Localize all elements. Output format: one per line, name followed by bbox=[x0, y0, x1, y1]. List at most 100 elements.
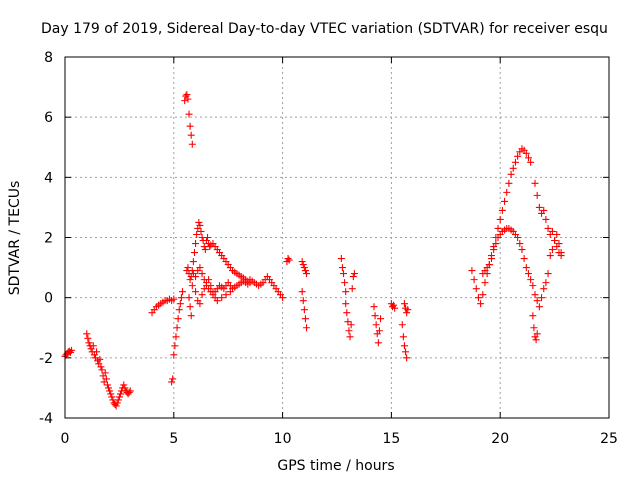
data-point bbox=[514, 152, 522, 160]
data-point bbox=[170, 295, 178, 303]
data-point bbox=[341, 279, 349, 287]
series-seg03 bbox=[148, 295, 178, 317]
data-point bbox=[93, 348, 101, 356]
grid-lines bbox=[65, 57, 609, 418]
data-point bbox=[371, 312, 379, 320]
data-point bbox=[337, 255, 345, 263]
series-seg13 bbox=[298, 288, 311, 332]
data-point bbox=[89, 342, 97, 350]
data-point bbox=[344, 318, 352, 326]
series-seg21 bbox=[479, 224, 552, 311]
data-point bbox=[196, 221, 204, 229]
x-tick-label: 15 bbox=[382, 431, 400, 447]
data-point bbox=[531, 179, 539, 187]
x-tick-label: 20 bbox=[491, 431, 509, 447]
data-point bbox=[529, 312, 537, 320]
data-point bbox=[533, 297, 541, 305]
data-point bbox=[176, 300, 184, 308]
data-point bbox=[170, 351, 178, 359]
data-point bbox=[350, 270, 358, 278]
data-point bbox=[188, 282, 196, 290]
x-tick-label: 25 bbox=[600, 431, 618, 447]
data-point bbox=[538, 294, 546, 302]
data-point bbox=[481, 279, 489, 287]
data-point bbox=[531, 291, 539, 299]
data-point bbox=[402, 348, 410, 356]
data-point bbox=[83, 330, 91, 338]
data-point bbox=[501, 197, 509, 205]
data-point bbox=[84, 334, 92, 342]
data-point bbox=[205, 276, 213, 284]
data-point bbox=[85, 339, 93, 347]
series-seg17 bbox=[387, 300, 399, 312]
data-point bbox=[544, 270, 552, 278]
data-point bbox=[303, 270, 311, 278]
data-point bbox=[557, 249, 565, 257]
data-point bbox=[342, 300, 350, 308]
data-point bbox=[186, 276, 194, 284]
data-point bbox=[372, 321, 380, 329]
data-point bbox=[120, 381, 128, 389]
data-point bbox=[540, 206, 548, 214]
data-point bbox=[190, 249, 198, 257]
y-tick-label: -2 bbox=[39, 351, 53, 367]
data-point bbox=[472, 285, 480, 293]
data-point bbox=[172, 333, 180, 341]
data-point bbox=[494, 224, 502, 232]
data-point bbox=[535, 203, 543, 211]
data-point bbox=[193, 230, 201, 238]
data-point bbox=[509, 164, 517, 172]
x-tick-label: 0 bbox=[61, 431, 70, 447]
data-point bbox=[125, 388, 133, 396]
data-point bbox=[399, 333, 407, 341]
data-point bbox=[196, 300, 204, 308]
data-point bbox=[298, 288, 306, 296]
data-point bbox=[522, 149, 530, 157]
data-point bbox=[403, 354, 411, 362]
chart-title: Day 179 of 2019, Sidereal Day-to-day VTE… bbox=[41, 21, 608, 37]
data-point bbox=[185, 110, 193, 118]
data-point bbox=[374, 339, 382, 347]
series-seg06 bbox=[181, 91, 196, 148]
data-point bbox=[103, 381, 111, 389]
data-point bbox=[112, 402, 120, 410]
data-point bbox=[490, 246, 498, 254]
data-point bbox=[181, 97, 189, 105]
data-point bbox=[391, 304, 399, 312]
data-point bbox=[516, 240, 524, 248]
data-point bbox=[196, 264, 204, 272]
data-point bbox=[551, 237, 559, 245]
data-point bbox=[188, 140, 196, 148]
data-point bbox=[511, 158, 519, 166]
data-point bbox=[96, 355, 104, 363]
data-point bbox=[186, 122, 194, 130]
data-point bbox=[400, 300, 408, 308]
data-points bbox=[61, 91, 565, 410]
data-point bbox=[192, 240, 200, 248]
data-point bbox=[107, 390, 115, 398]
series-seg22 bbox=[529, 312, 541, 344]
data-point bbox=[404, 306, 412, 314]
axis-ticks bbox=[64, 56, 610, 419]
data-point bbox=[204, 234, 212, 241]
series-seg14 bbox=[337, 255, 350, 296]
data-point bbox=[530, 324, 538, 332]
series-seg15 bbox=[342, 270, 358, 341]
series-seg18 bbox=[398, 321, 411, 362]
y-tick-label: -4 bbox=[39, 411, 53, 427]
data-point bbox=[303, 324, 311, 332]
data-point bbox=[520, 255, 528, 263]
data-point bbox=[470, 276, 478, 284]
data-point bbox=[542, 279, 550, 287]
data-point bbox=[198, 291, 206, 299]
data-point bbox=[279, 294, 287, 302]
data-point bbox=[300, 306, 308, 314]
y-tick-label: 6 bbox=[44, 110, 53, 126]
x-tick-label: 5 bbox=[169, 431, 178, 447]
data-point bbox=[209, 288, 217, 296]
data-point bbox=[299, 297, 307, 305]
series-seg10 bbox=[185, 270, 197, 320]
data-point bbox=[398, 321, 406, 329]
data-point bbox=[377, 315, 385, 323]
data-point bbox=[186, 303, 194, 311]
